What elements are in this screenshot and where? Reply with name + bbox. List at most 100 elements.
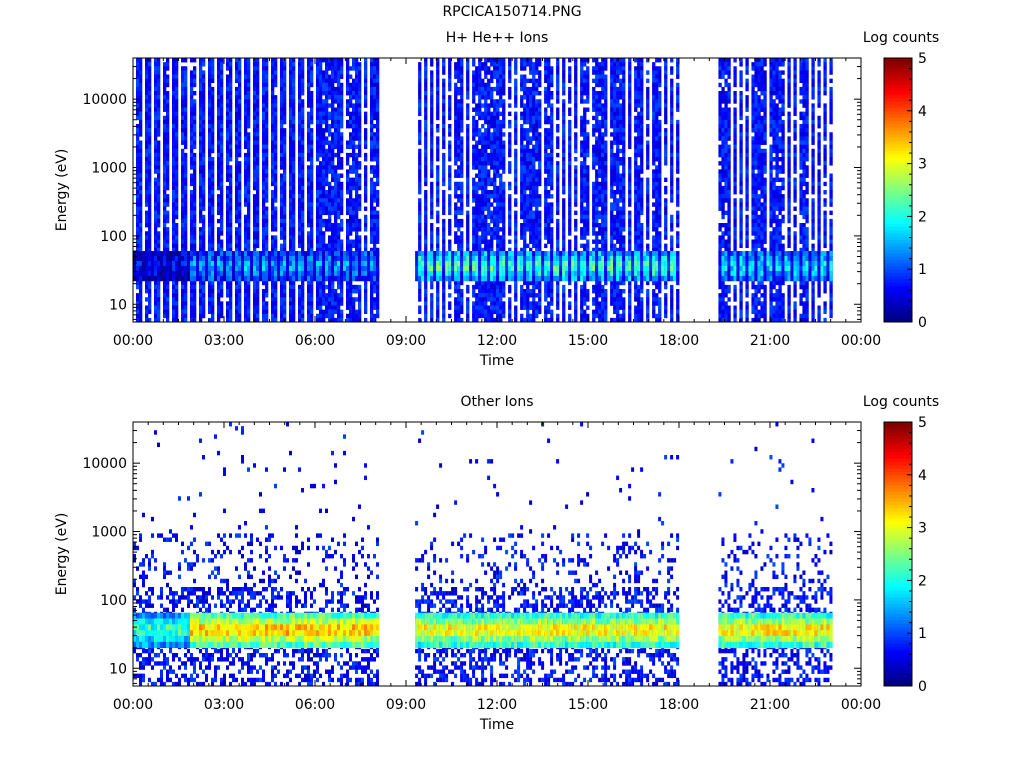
band-cell <box>193 630 197 637</box>
band-cell <box>283 251 287 257</box>
band-cell <box>796 618 800 625</box>
colorbar-frame <box>883 57 913 323</box>
band-cell <box>481 256 485 262</box>
band-cell <box>640 641 644 649</box>
band-cell <box>625 275 629 282</box>
band-cell <box>157 636 161 643</box>
band-cell <box>799 618 803 625</box>
band-cell <box>346 641 350 649</box>
band-cell <box>760 275 764 282</box>
colorbar-step <box>884 610 912 614</box>
band-cell <box>814 251 818 257</box>
band-cell <box>637 641 641 649</box>
band-cell <box>265 630 269 637</box>
band-cell <box>325 641 329 649</box>
band-cell <box>295 612 299 619</box>
band-cell <box>262 275 266 282</box>
band-cell <box>640 618 644 625</box>
band-cell <box>733 265 737 272</box>
band-cell <box>796 612 800 619</box>
band-cell <box>439 251 443 257</box>
band-cell <box>286 618 290 625</box>
band-cell <box>526 275 530 282</box>
band-cell <box>496 275 500 282</box>
band-cell <box>373 624 377 631</box>
band-cell <box>181 251 185 257</box>
band-cell <box>826 251 830 257</box>
colorbar-step <box>884 239 912 244</box>
colorbar-step <box>884 593 912 598</box>
band-cell <box>736 270 740 277</box>
band-cell <box>259 630 263 637</box>
band-cell <box>292 641 296 649</box>
band-cell <box>277 270 281 277</box>
band-cell <box>643 624 647 631</box>
band-cell <box>505 251 509 257</box>
band-cell <box>661 251 665 257</box>
band-cell <box>361 636 365 643</box>
band-cell <box>523 612 527 619</box>
band-cell <box>772 270 776 277</box>
band-cell <box>136 251 140 257</box>
band-cell <box>418 630 422 637</box>
band-cell <box>151 630 155 637</box>
x-tick-label: 00:00 <box>113 697 153 713</box>
band-cell <box>181 641 185 649</box>
band-cell <box>568 270 572 277</box>
band-cell <box>598 265 602 272</box>
band-cell <box>487 260 491 267</box>
band-cell <box>736 630 740 637</box>
band-cell <box>136 636 140 643</box>
band-cell <box>787 251 791 257</box>
band-cell <box>571 256 575 262</box>
band-cell <box>370 641 374 649</box>
band-cell <box>241 618 245 625</box>
band-cell <box>541 275 545 282</box>
band-cell <box>307 636 311 643</box>
band-cell <box>262 251 266 257</box>
band-cell <box>331 630 335 637</box>
band-cell <box>784 636 788 643</box>
band-cell <box>166 636 170 643</box>
band-cell <box>646 260 650 267</box>
colorbar-tick-label: 2 <box>918 573 927 589</box>
band-cell <box>490 636 494 643</box>
band-cell <box>553 612 557 619</box>
band-cell <box>727 275 731 282</box>
band-cell <box>304 636 308 643</box>
band-cell <box>766 636 770 643</box>
band-cell <box>457 256 461 262</box>
colorbar-step <box>884 289 912 293</box>
band-cell <box>352 624 356 631</box>
band-cell <box>496 636 500 643</box>
band-cell <box>376 624 380 631</box>
band-cell <box>604 270 608 277</box>
band-cell <box>298 624 302 631</box>
x-tick-label: 18:00 <box>659 333 699 349</box>
band-cell <box>622 624 626 631</box>
band-cell <box>496 630 500 637</box>
band-cell <box>154 256 158 262</box>
band-cell <box>781 260 785 267</box>
colorbar-step <box>884 435 912 439</box>
band-cell <box>301 256 305 262</box>
band-cell <box>289 251 293 257</box>
band-cell <box>673 624 677 631</box>
band-cell <box>565 636 569 643</box>
band-cell <box>232 265 236 272</box>
band-cell <box>562 636 566 643</box>
band-cell <box>415 636 419 643</box>
band-cell <box>136 260 140 267</box>
band-cell <box>349 270 353 277</box>
band-cell <box>439 260 443 267</box>
band-cell <box>181 630 185 637</box>
band-cell <box>736 256 740 262</box>
band-cell <box>271 612 275 619</box>
band-cell <box>415 275 419 282</box>
band-cell <box>505 260 509 267</box>
band-cell <box>280 270 284 277</box>
band-cell <box>541 612 545 619</box>
band-cell <box>304 618 308 625</box>
band-cell <box>295 260 299 267</box>
band-cell <box>664 641 668 649</box>
